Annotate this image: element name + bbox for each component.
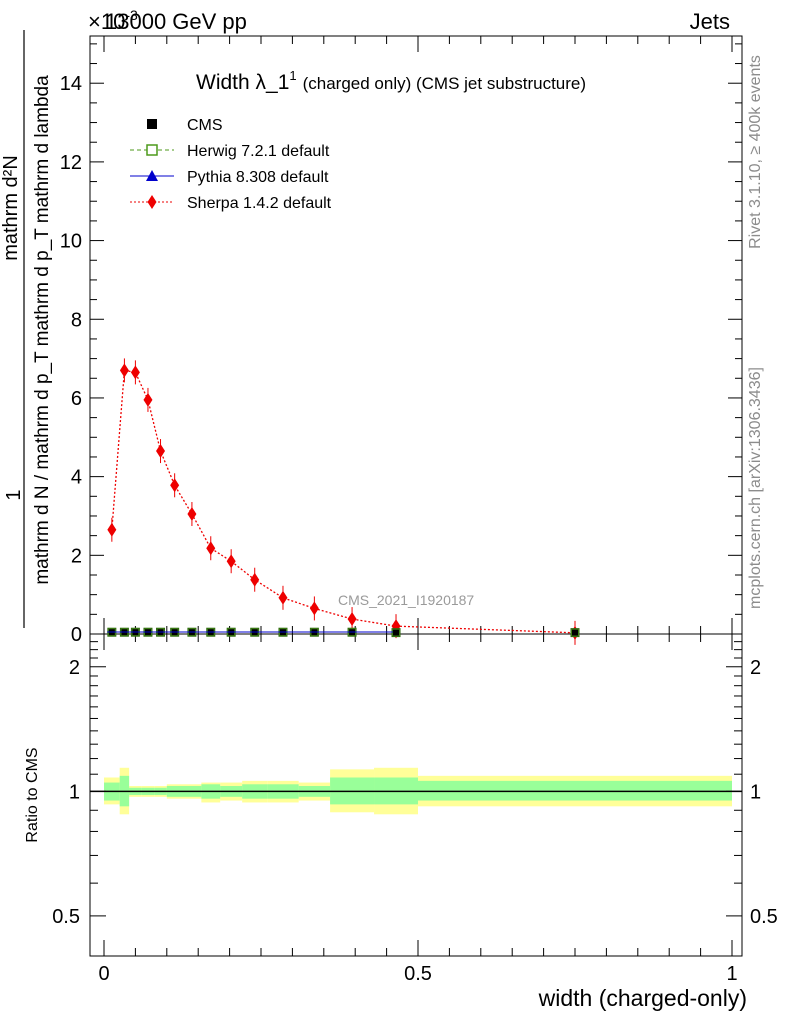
sherpa-marker bbox=[250, 572, 260, 587]
sherpa-marker bbox=[130, 365, 140, 380]
sherpa-marker bbox=[309, 601, 319, 616]
sherpa-marker bbox=[107, 522, 117, 537]
analysis-watermark: CMS_2021_I1920187 bbox=[338, 592, 474, 608]
y-tick-label: 2 bbox=[71, 545, 82, 567]
x-tick-label: 0 bbox=[98, 963, 109, 985]
legend-marker-pythia bbox=[146, 170, 158, 181]
y-tick-label: 0 bbox=[71, 624, 82, 646]
plot-title-detail: (charged only) (CMS jet substructure) bbox=[303, 74, 586, 93]
plot-title-superscript: 1 bbox=[289, 68, 296, 83]
ratio-y-tick-label: 1 bbox=[69, 781, 80, 803]
ratio-y-tick-label: 1 bbox=[750, 781, 761, 803]
legend-label: CMS bbox=[187, 117, 223, 134]
sherpa-marker bbox=[170, 478, 180, 493]
cms-marker bbox=[393, 629, 400, 636]
y-exponent: ×10-3 bbox=[88, 7, 138, 34]
legend-marker-herwig bbox=[146, 144, 158, 156]
y-tick-label: 4 bbox=[71, 467, 82, 489]
plot-title-main: Width λ_1 bbox=[196, 71, 289, 94]
y-tick-label: 10 bbox=[60, 231, 82, 253]
sherpa-line bbox=[111, 369, 576, 634]
energy-label: 13000 GeV pp bbox=[105, 9, 247, 34]
y-axis-label: 1 mathrm d²N mathrm d N / mathrm d p_T m… bbox=[0, 30, 53, 628]
y-tick-label: 6 bbox=[71, 388, 82, 410]
cms-marker bbox=[572, 629, 578, 636]
x-axis-label: width (charged-only) bbox=[538, 985, 747, 1011]
plot-title: Width λ_11 (charged only) (CMS jet substr… bbox=[196, 68, 586, 94]
rivet-label: Rivet 3.1.10, ≥ 400k events bbox=[747, 55, 764, 249]
legend-marker-cms bbox=[147, 119, 157, 129]
y-tick-label: 8 bbox=[71, 309, 82, 331]
ratio-y-tick-label: 2 bbox=[750, 657, 761, 679]
ratio-y-tick-label: 0.5 bbox=[52, 906, 80, 928]
legend: CMS Herwig 7.2.1 default Pythia 8.308 defa… bbox=[130, 117, 332, 212]
series-layer bbox=[107, 358, 580, 645]
legend-label: Herwig 7.2.1 default bbox=[187, 143, 330, 160]
legend-marker-sherpa bbox=[147, 195, 157, 209]
sherpa-marker bbox=[347, 612, 357, 627]
sherpa-marker bbox=[119, 363, 129, 378]
sherpa-marker bbox=[226, 554, 236, 569]
sherpa-marker bbox=[206, 541, 216, 556]
legend-label: Sherpa 1.4.2 default bbox=[187, 195, 332, 212]
y-label-fraction-one: 1 bbox=[3, 489, 25, 500]
sherpa-marker bbox=[156, 444, 166, 459]
y-tick-label: 12 bbox=[60, 152, 82, 174]
y-exponent-power: -3 bbox=[125, 7, 138, 23]
y-label-denominator: mathrm d N / mathrm d p_T mathrm d p_T m… bbox=[32, 75, 53, 585]
ratio-plot-frame bbox=[89, 633, 743, 957]
mcplots-label: mcplots.cern.ch [arXiv:1306.3436] bbox=[747, 367, 764, 609]
ratio-y-tick-label: 0.5 bbox=[750, 906, 778, 928]
sherpa-marker bbox=[143, 392, 153, 407]
sherpa-marker bbox=[278, 590, 288, 605]
y-tick-label: 14 bbox=[60, 73, 82, 95]
x-tick-label: 1 bbox=[726, 963, 737, 985]
x-tick-label: 0.5 bbox=[404, 963, 432, 985]
ratio-y-label: Ratio to CMS bbox=[24, 747, 41, 842]
y-label-numerator: mathrm d²N bbox=[0, 155, 22, 261]
ratio-axes: 0.5 0.5 1 1 2 2 bbox=[52, 641, 778, 957]
sherpa-marker bbox=[187, 507, 197, 522]
jets-label: Jets bbox=[690, 9, 730, 34]
ratio-y-tick-label: 2 bbox=[69, 657, 80, 679]
legend-label: Pythia 8.308 default bbox=[187, 169, 329, 186]
